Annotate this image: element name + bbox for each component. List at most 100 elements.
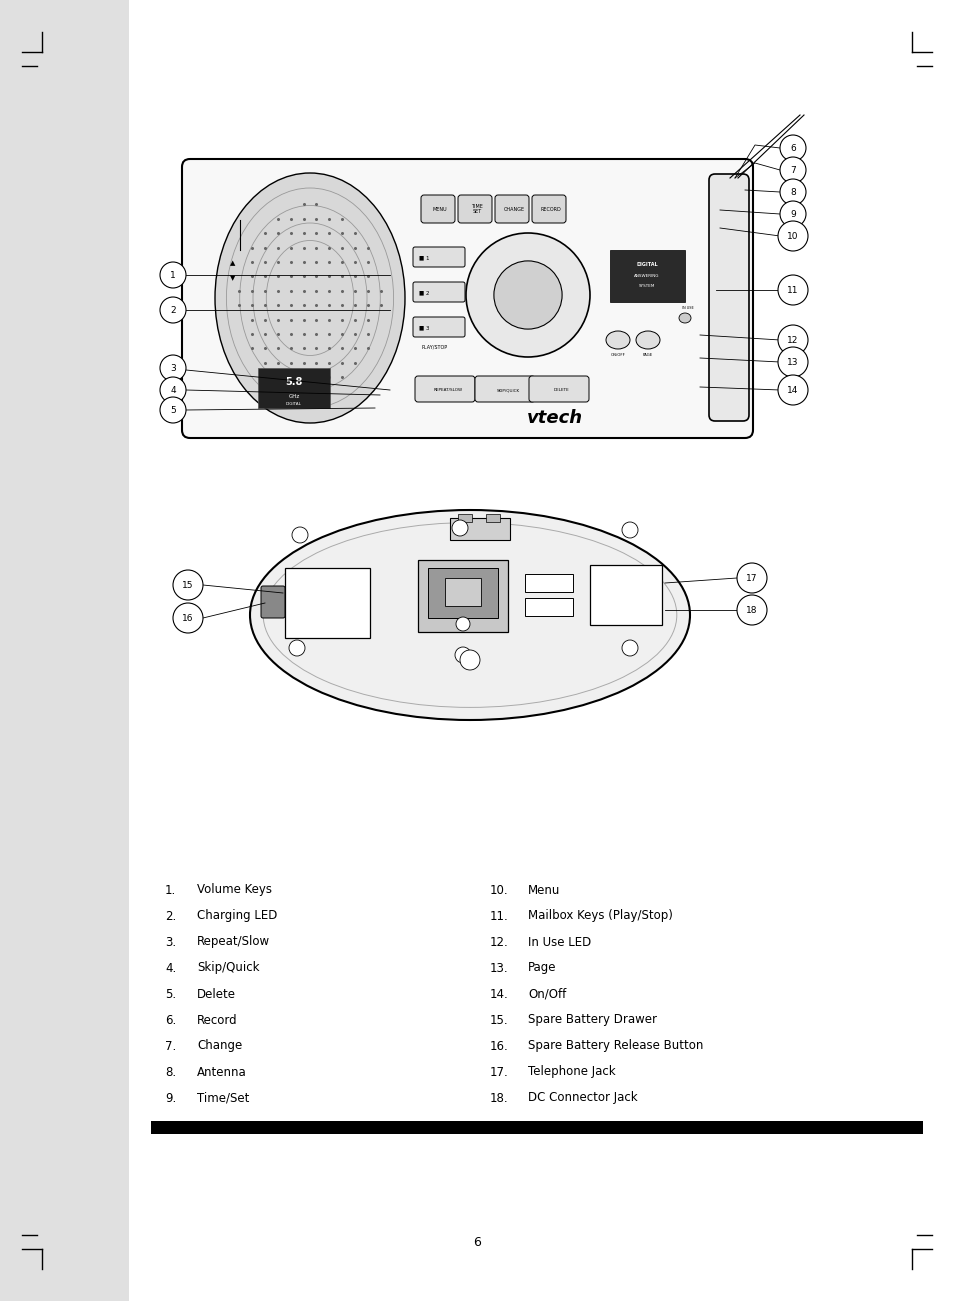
FancyBboxPatch shape: [475, 376, 535, 402]
Circle shape: [160, 297, 186, 323]
Text: Skip/Quick: Skip/Quick: [196, 961, 259, 974]
Bar: [285, 569, 370, 637]
Text: CHANGE: CHANGE: [503, 207, 524, 212]
FancyBboxPatch shape: [532, 195, 565, 222]
Text: Record: Record: [196, 1013, 237, 1026]
Text: 3: 3: [170, 363, 175, 372]
Bar: [457, 514, 472, 522]
Text: 5.8: 5.8: [285, 377, 302, 386]
Circle shape: [455, 647, 471, 664]
Circle shape: [621, 522, 638, 539]
Bar: [151, 1121, 923, 1134]
Circle shape: [459, 650, 479, 670]
Ellipse shape: [679, 314, 690, 323]
Ellipse shape: [465, 233, 589, 356]
Text: ON/OFF: ON/OFF: [610, 353, 625, 356]
Text: 10.: 10.: [490, 883, 508, 896]
Text: 18: 18: [745, 605, 757, 614]
Ellipse shape: [494, 262, 561, 329]
Circle shape: [160, 397, 186, 423]
Text: DIGITAL: DIGITAL: [636, 262, 658, 267]
Text: MENU: MENU: [433, 207, 447, 212]
Bar: [428, 569, 497, 618]
Circle shape: [780, 180, 805, 206]
FancyBboxPatch shape: [261, 585, 285, 618]
Text: 4.: 4.: [165, 961, 176, 974]
Text: Change: Change: [196, 1039, 242, 1053]
Text: Charging LED: Charging LED: [196, 909, 277, 922]
Circle shape: [737, 595, 766, 624]
Bar: [450, 518, 510, 540]
Text: 1.: 1.: [165, 883, 176, 896]
FancyBboxPatch shape: [415, 376, 475, 402]
Circle shape: [160, 355, 186, 381]
Text: 8.: 8.: [165, 1066, 176, 1079]
Text: ■ 2: ■ 2: [418, 290, 429, 295]
Text: SKIP/QUICK: SKIP/QUICK: [496, 388, 519, 392]
Text: Time/Set: Time/Set: [196, 1092, 249, 1105]
Ellipse shape: [250, 510, 689, 719]
Bar: [524, 574, 573, 592]
Circle shape: [778, 325, 807, 355]
Text: 4: 4: [170, 385, 175, 394]
Text: PAGE: PAGE: [642, 353, 653, 356]
Text: vtech: vtech: [526, 409, 582, 427]
Circle shape: [452, 520, 468, 536]
Text: DELETE: DELETE: [554, 388, 569, 392]
Text: 16: 16: [182, 614, 193, 622]
Circle shape: [456, 617, 470, 631]
Text: Antenna: Antenna: [196, 1066, 247, 1079]
Text: ■ 3: ■ 3: [418, 325, 429, 330]
Text: PLAY/STOP: PLAY/STOP: [421, 345, 448, 350]
Bar: [589, 565, 661, 624]
Text: 5.: 5.: [165, 987, 176, 1000]
Bar: [257, 368, 330, 409]
Text: 11: 11: [786, 285, 798, 294]
Circle shape: [780, 135, 805, 161]
Circle shape: [172, 570, 203, 600]
FancyBboxPatch shape: [413, 282, 464, 302]
Circle shape: [778, 221, 807, 251]
Text: TIME
SET: TIME SET: [471, 203, 482, 215]
Text: ■ 1: ■ 1: [418, 255, 429, 260]
Bar: [0, 0, 129, 1301]
Text: 2.: 2.: [165, 909, 176, 922]
FancyBboxPatch shape: [413, 317, 464, 337]
Text: RECORD: RECORD: [540, 207, 560, 212]
Text: Volume Keys: Volume Keys: [196, 883, 272, 896]
Circle shape: [289, 640, 305, 656]
Ellipse shape: [636, 330, 659, 349]
Text: 2: 2: [170, 306, 175, 315]
Text: Mailbox Keys (Play/Stop): Mailbox Keys (Play/Stop): [527, 909, 672, 922]
Text: 10: 10: [786, 232, 798, 241]
Circle shape: [621, 640, 638, 656]
FancyBboxPatch shape: [708, 174, 748, 422]
FancyBboxPatch shape: [413, 247, 464, 267]
Text: ANSWERING: ANSWERING: [634, 275, 659, 278]
Text: 1: 1: [170, 271, 175, 280]
Text: Menu: Menu: [527, 883, 559, 896]
FancyBboxPatch shape: [529, 376, 588, 402]
Text: IN USE: IN USE: [681, 306, 693, 310]
Circle shape: [737, 563, 766, 593]
Bar: [485, 514, 499, 522]
Text: 12.: 12.: [490, 935, 508, 948]
Text: 3.: 3.: [165, 935, 176, 948]
Text: SYSTEM: SYSTEM: [639, 284, 655, 288]
Ellipse shape: [605, 330, 629, 349]
Text: 12: 12: [786, 336, 798, 345]
Text: 7: 7: [789, 165, 795, 174]
Bar: [444, 578, 480, 606]
Bar: [417, 559, 507, 632]
Circle shape: [778, 375, 807, 405]
Circle shape: [778, 347, 807, 377]
Text: Page: Page: [527, 961, 556, 974]
Text: ▲: ▲: [230, 260, 235, 265]
Text: 9: 9: [789, 209, 795, 219]
Text: 13.: 13.: [490, 961, 508, 974]
Circle shape: [172, 602, 203, 634]
Text: 9.: 9.: [165, 1092, 176, 1105]
Text: 14.: 14.: [490, 987, 508, 1000]
FancyBboxPatch shape: [495, 195, 529, 222]
Text: 6: 6: [473, 1236, 480, 1249]
